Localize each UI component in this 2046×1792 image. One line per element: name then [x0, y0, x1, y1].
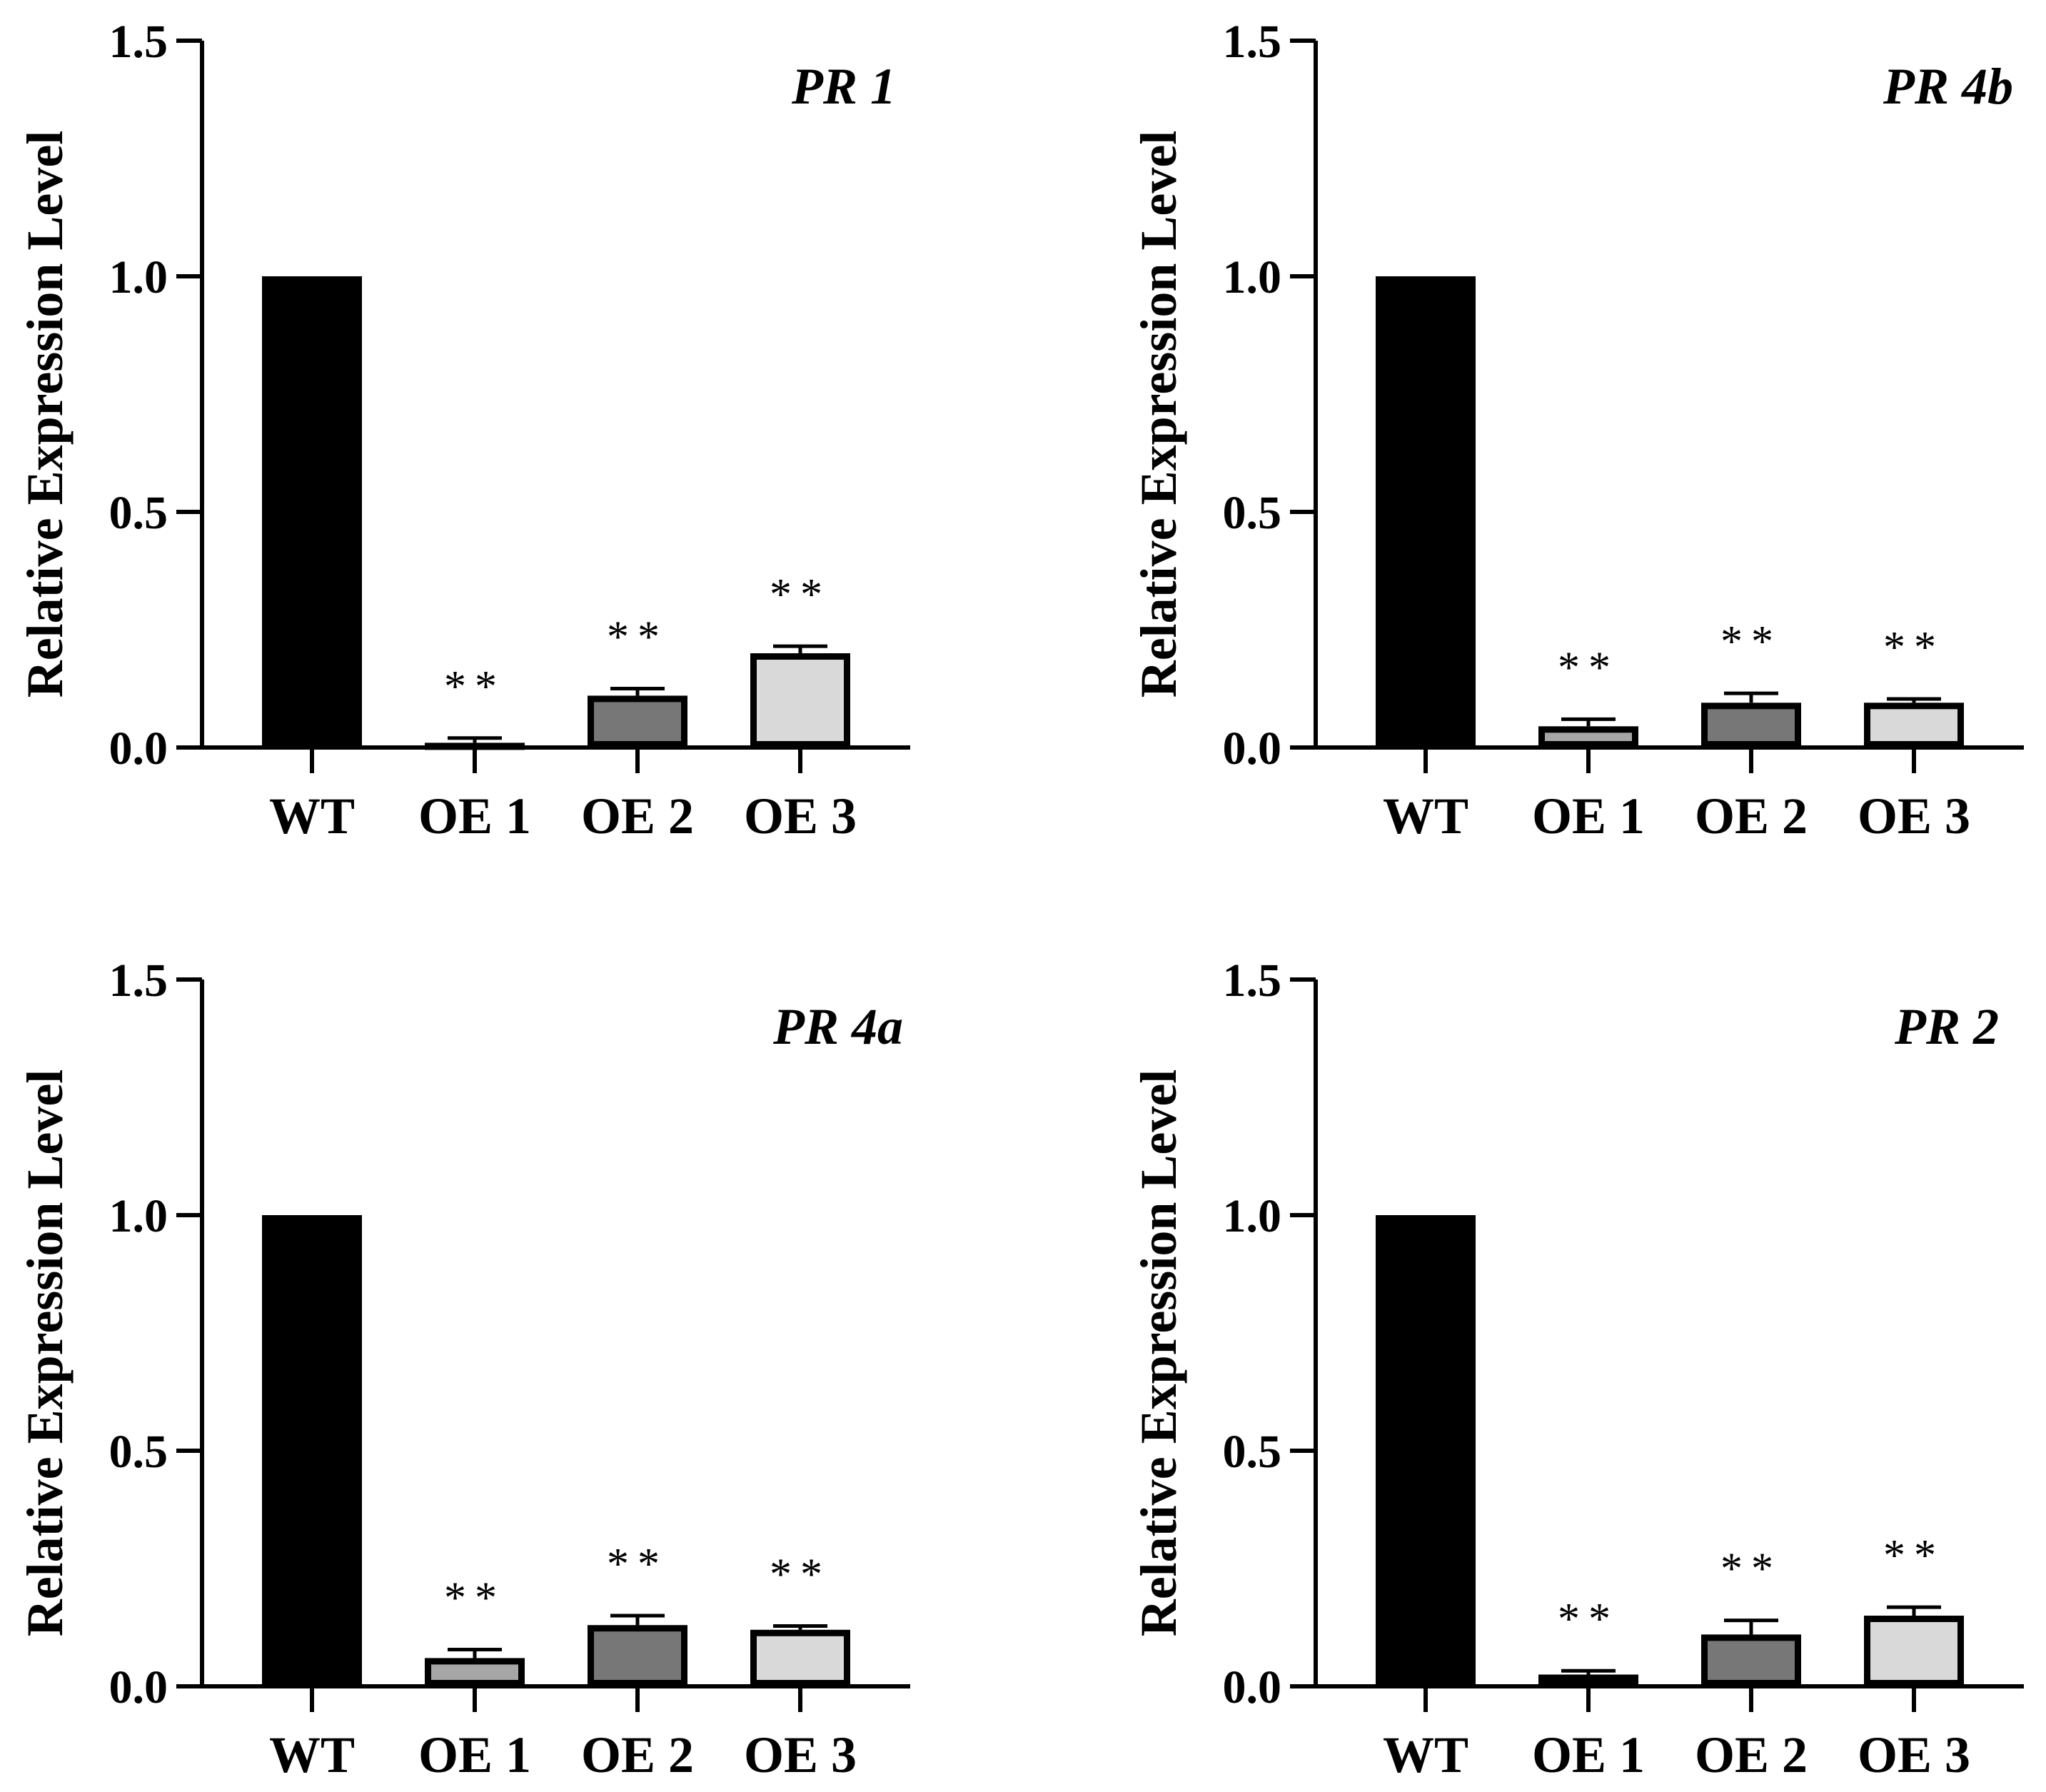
- y-tick-label: 0.0: [1223, 723, 1282, 775]
- bar-oe-2: [1701, 1634, 1801, 1686]
- chart-panel: 0.0 0.5 1.0 1.5 Relative Expression Level PR …: [16, 955, 910, 1783]
- bar-wt: [262, 276, 362, 747]
- bar-oe-3: [1864, 1616, 1964, 1686]
- x-tick-label: WT: [1383, 787, 1468, 845]
- bar-wt: [1376, 1215, 1476, 1686]
- chart-panel: 0.0 0.5 1.0 1.5 Relative Expression Level PR …: [1130, 16, 2024, 845]
- significance-marker: **: [1883, 623, 1945, 672]
- panel-title: PR 2: [1894, 998, 1999, 1055]
- significance-marker: **: [607, 613, 668, 662]
- y-tick-label: 1.0: [109, 1190, 168, 1242]
- significance-marker: **: [607, 1540, 668, 1589]
- y-tick-label: 1.5: [1223, 16, 1282, 68]
- y-tick-label: 1.0: [1223, 1190, 1282, 1242]
- x-tick-label: WT: [269, 787, 355, 845]
- x-tick-label: OE 1: [1532, 1726, 1645, 1783]
- y-axis-title: Relative Expression Level: [16, 131, 74, 698]
- y-tick-label: 1.5: [109, 16, 168, 68]
- x-tick-label: OE 3: [1858, 1726, 1970, 1783]
- x-tick-label: OE 2: [1695, 1726, 1808, 1783]
- panel-title: PR 1: [791, 58, 896, 115]
- significance-marker: **: [770, 1551, 831, 1599]
- y-tick-label: 1.5: [1223, 955, 1282, 1007]
- y-tick-label: 0.0: [1223, 1661, 1282, 1713]
- y-tick-label: 1.5: [109, 955, 168, 1007]
- x-tick-label: WT: [269, 1726, 355, 1783]
- significance-marker: **: [444, 663, 505, 711]
- bar-oe-1: [1538, 726, 1638, 747]
- y-tick-label: 0.0: [109, 723, 168, 775]
- bar-oe-1: [1538, 1674, 1638, 1686]
- significance-marker: **: [1883, 1531, 1945, 1580]
- x-tick-label: OE 2: [581, 1726, 694, 1783]
- bar-oe-3: [750, 1629, 850, 1687]
- bar-oe-1: [425, 743, 525, 750]
- x-tick-label: OE 1: [418, 787, 531, 845]
- y-axis-title: Relative Expression Level: [1130, 131, 1187, 698]
- x-tick-label: OE 2: [581, 787, 694, 845]
- y-tick-label: 0.5: [1223, 487, 1282, 539]
- bar-oe-3: [750, 653, 850, 747]
- x-tick-label: OE 1: [1532, 787, 1645, 845]
- y-tick-label: 1.0: [109, 251, 168, 303]
- y-tick-label: 0.0: [109, 1661, 168, 1713]
- x-tick-label: OE 3: [1858, 787, 1970, 845]
- significance-marker: **: [1558, 1595, 1619, 1643]
- significance-marker: **: [1720, 618, 1782, 666]
- x-tick-label: OE 3: [744, 1726, 857, 1783]
- y-tick-label: 1.0: [1223, 251, 1282, 303]
- x-tick-label: WT: [1383, 1726, 1468, 1783]
- bar-oe-3: [1864, 703, 1964, 747]
- significance-marker: **: [1720, 1545, 1782, 1594]
- y-tick-label: 0.5: [1223, 1426, 1282, 1478]
- chart-panel: 0.0 0.5 1.0 1.5 Relative Expression Level PR …: [16, 16, 910, 845]
- x-tick-label: OE 3: [744, 787, 857, 845]
- chart-panel: 0.0 0.5 1.0 1.5 Relative Expression Level PR …: [1130, 955, 2024, 1783]
- x-tick-label: OE 2: [1695, 787, 1808, 845]
- y-axis-title: Relative Expression Level: [1130, 1069, 1187, 1637]
- significance-marker: **: [770, 570, 831, 619]
- panel-title: PR 4a: [772, 998, 903, 1055]
- y-axis-title: Relative Expression Level: [16, 1069, 74, 1637]
- bar-wt: [1376, 276, 1476, 747]
- significance-marker: **: [1558, 643, 1619, 692]
- bar-wt: [262, 1215, 362, 1686]
- bar-oe-1: [425, 1658, 525, 1686]
- bar-oe-2: [588, 695, 687, 748]
- bar-oe-2: [1701, 703, 1801, 747]
- bar-oe-2: [588, 1625, 687, 1686]
- y-tick-label: 0.5: [109, 1426, 168, 1478]
- significance-marker: **: [444, 1574, 505, 1623]
- x-tick-label: OE 1: [418, 1726, 531, 1783]
- y-tick-label: 0.5: [109, 487, 168, 539]
- panel-title: PR 4b: [1883, 58, 2013, 115]
